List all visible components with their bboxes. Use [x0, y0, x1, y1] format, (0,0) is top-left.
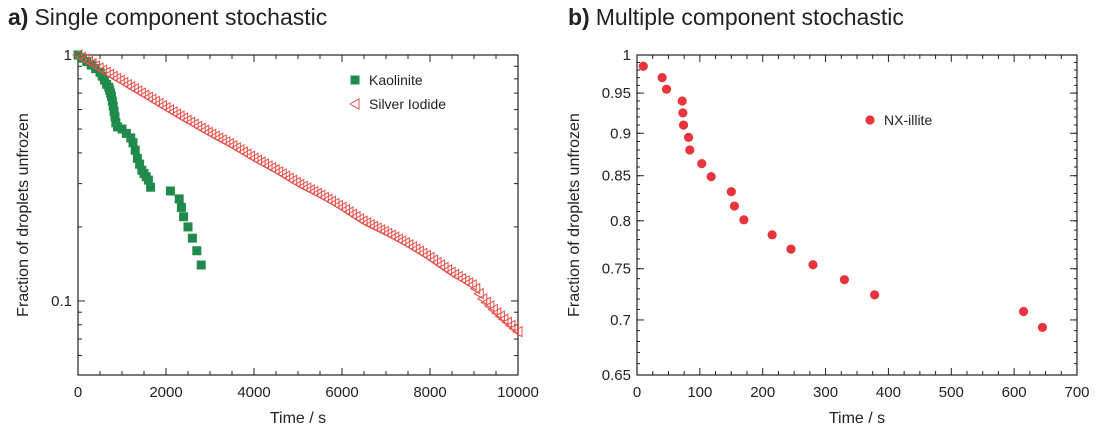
y-tick-label: 1 [64, 47, 72, 64]
legend-label: NX-illite [884, 112, 932, 128]
data-point [192, 246, 202, 256]
data-point [729, 201, 740, 211]
series-silver-iodide [71, 49, 523, 338]
data-point [678, 108, 688, 118]
data-point [135, 159, 145, 169]
data-point [726, 187, 736, 197]
data-point [678, 120, 689, 130]
y-tick-label: 0.9 [610, 125, 631, 142]
y-tick-label: 0.75 [602, 261, 631, 278]
data-point [132, 153, 142, 163]
x-axis-label: Time / s [270, 410, 326, 427]
data-point [697, 158, 707, 169]
x-tick-label: 500 [939, 384, 964, 401]
x-tick-label: 700 [1064, 384, 1089, 401]
data-point [143, 175, 153, 185]
legend-marker [865, 115, 875, 125]
x-tick-label: 600 [1002, 384, 1027, 401]
data-point [179, 212, 189, 222]
x-tick-label: 4000 [237, 384, 270, 401]
data-point [657, 73, 667, 83]
data-point [121, 128, 131, 138]
y-tick-label: 0.85 [602, 168, 631, 185]
data-point [1018, 306, 1029, 317]
plot-frame [77, 54, 519, 376]
data-point [706, 171, 716, 182]
x-tick-label: 2000 [149, 384, 182, 401]
data-point [661, 84, 672, 94]
data-point [130, 145, 140, 155]
panel-a-title: a) Single component stochastic [8, 4, 327, 31]
x-tick-label: 6000 [325, 384, 358, 401]
data-point [174, 194, 184, 204]
y-tick-label: 1 [623, 47, 631, 64]
data-point [683, 132, 694, 143]
panel-b-title-text: Multiple component stochastic [595, 4, 904, 30]
y-axis-label: Fraction of droplets unfrozen [15, 113, 32, 317]
data-point [739, 215, 749, 225]
x-axis-label: Time / s [829, 410, 885, 427]
x-tick-label: 10000 [497, 384, 539, 401]
series-kaolinite [73, 50, 206, 270]
data-point [870, 290, 880, 300]
y-tick-label: 0.8 [610, 213, 631, 230]
data-point [473, 287, 484, 300]
panel-b-title: b) Multiple component stochastic [568, 4, 904, 31]
y-axis-label: Fraction of droplets unfrozen [566, 113, 583, 317]
data-point [469, 282, 481, 295]
data-point [128, 138, 138, 148]
data-point [786, 244, 796, 254]
data-point [176, 202, 186, 212]
legend-marker [348, 98, 360, 110]
data-point [146, 182, 156, 192]
data-point [109, 106, 119, 116]
x-tick-label: 400 [876, 384, 901, 401]
x-tick-label: 8000 [413, 384, 446, 401]
data-point [107, 96, 117, 106]
data-point [767, 230, 777, 240]
data-point [677, 96, 687, 106]
panel-a-title-text: Single component stochastic [34, 4, 328, 30]
data-point [511, 325, 523, 338]
chart-panel-b: 0 100 200 300 400 500 600 700 0.65 0.7 0.75 0.8 0.85… [566, 47, 1090, 427]
data-point [183, 222, 193, 232]
x-tick-label: 0 [74, 384, 82, 401]
data-point [165, 186, 175, 196]
x-tick-label: 100 [687, 384, 712, 401]
x-tick-label: 200 [750, 384, 775, 401]
plot-frame [636, 54, 1078, 376]
data-point [638, 61, 648, 71]
y-tick-label: 0.65 [602, 367, 631, 384]
series-nx-illite [638, 61, 1048, 333]
chart-panel-a: 0 2000 4000 6000 8000 10000 0.1 1 Time / s Fracti… [15, 47, 539, 427]
x-tick-label: 0 [633, 384, 641, 401]
data-point [110, 112, 120, 122]
data-point [839, 275, 850, 285]
data-point [808, 260, 818, 270]
y-tick-label: 0.95 [602, 85, 631, 102]
data-point [1037, 322, 1048, 333]
x-tick-label: 300 [813, 384, 838, 401]
legend-label: Silver Iodide [369, 96, 446, 112]
data-point [126, 133, 136, 143]
data-point [108, 101, 118, 111]
panel-b-letter: b) [568, 4, 590, 30]
legend-marker [350, 75, 360, 85]
data-point [187, 233, 197, 243]
legend-label: Kaolinite [369, 72, 423, 88]
data-point [106, 91, 116, 101]
y-tick-label: 0.7 [610, 312, 631, 329]
panel-a-letter: a) [8, 4, 29, 30]
data-point [685, 145, 695, 155]
y-tick-label: 0.1 [51, 293, 72, 310]
data-point [196, 260, 206, 270]
